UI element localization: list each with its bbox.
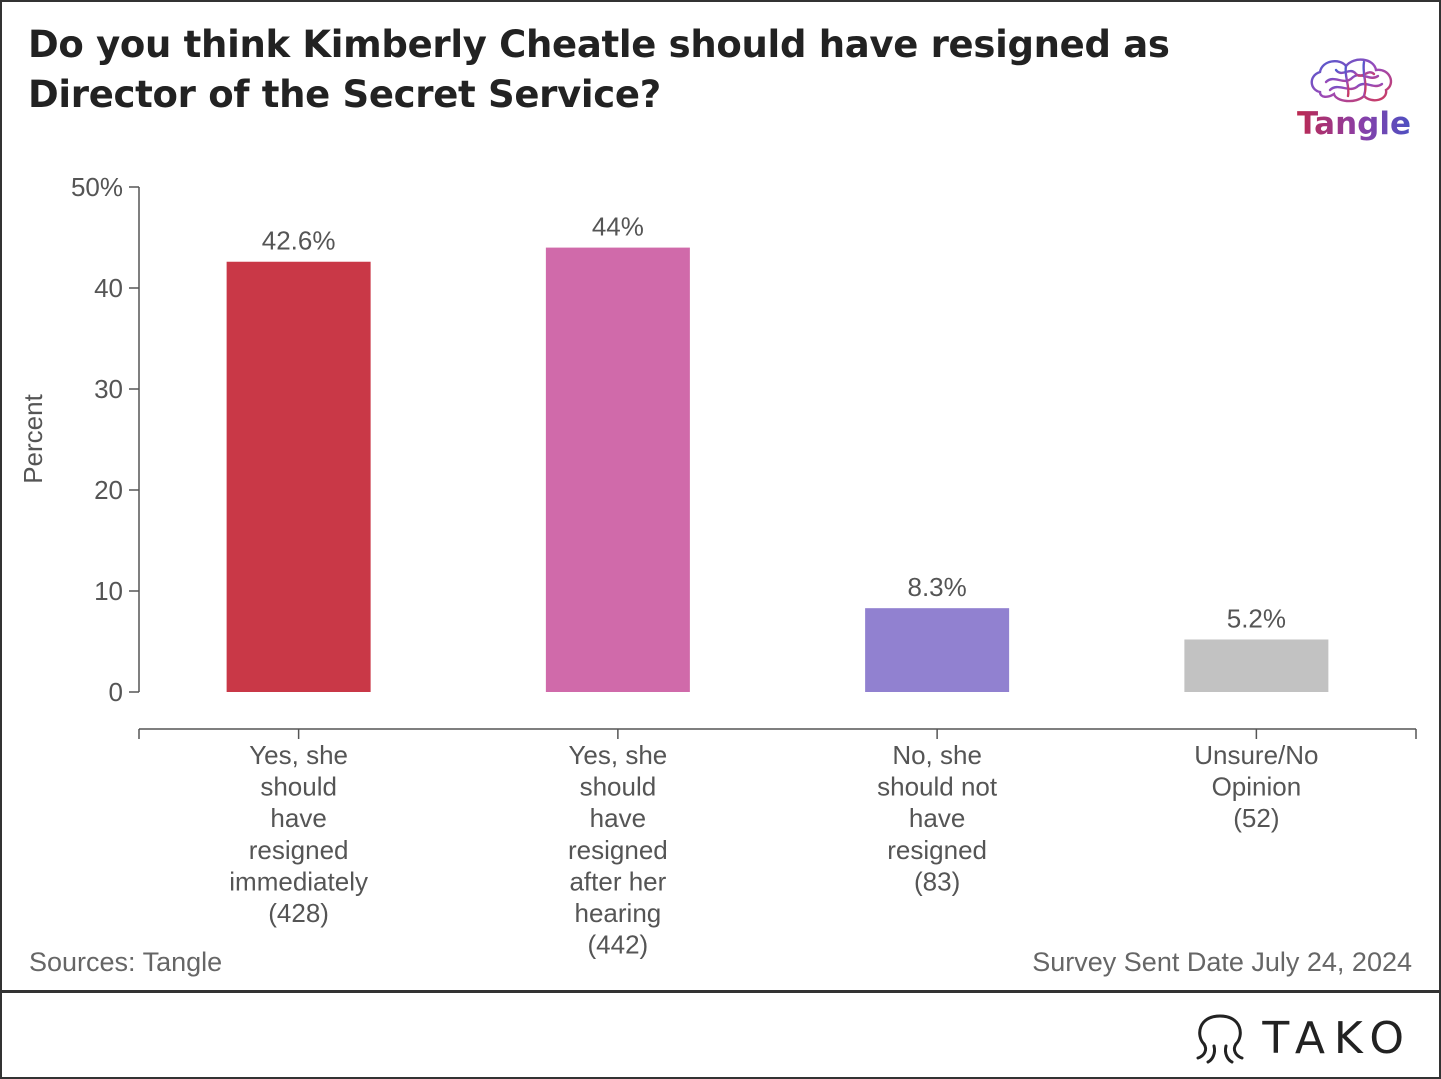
x-tick-label: Yes, she should have resigned after her heari… <box>568 740 668 960</box>
tako-wordmark: TAKO <box>1262 1012 1413 1064</box>
sources-note: Sources: Tangle <box>29 947 223 977</box>
footer-divider <box>2 990 1439 993</box>
bar <box>545 247 690 692</box>
x-tick-label-line: have <box>270 803 326 833</box>
survey-date-note: Survey Sent Date July 24, 2024 <box>1032 947 1412 977</box>
bar <box>1184 639 1329 692</box>
x-tick-label-line: after her <box>569 866 666 896</box>
bar <box>226 261 371 692</box>
y-tick-label: 20 <box>94 475 123 505</box>
x-tick-label-line: (52) <box>1233 803 1279 833</box>
x-tick-label-line: Yes, she <box>249 740 348 770</box>
chart-title: Do you think Kimberly Cheatle should hav… <box>28 23 1170 116</box>
x-tick-label-line: (428) <box>268 898 329 928</box>
data-label: 42.6% <box>262 226 336 256</box>
y-tick-label: 50% <box>71 172 123 202</box>
x-tick-label-line: should not <box>877 772 998 802</box>
x-tick-label-line: Opinion <box>1212 772 1302 802</box>
y-tick-label: 30 <box>94 374 123 404</box>
y-tick-label: 40 <box>94 273 123 303</box>
x-tick-label-line: have <box>909 803 965 833</box>
tako-logo: TAKO <box>1192 1010 1413 1066</box>
x-tick-label-line: (83) <box>914 866 960 896</box>
bar <box>865 608 1010 692</box>
data-label: 8.3% <box>907 572 966 602</box>
x-tick-label: Yes, she should have resigned immediately (42… <box>229 740 368 928</box>
x-tick-label-line: Yes, she <box>568 740 667 770</box>
x-tick-label: Unsure/No Opinion (52) <box>1194 740 1318 833</box>
x-tick-label-line: hearing <box>575 898 662 928</box>
x-tick-label-line: Unsure/No <box>1194 740 1318 770</box>
tangle-wordmark: Tangle <box>1292 106 1416 142</box>
x-tick-label-line: resigned <box>887 835 987 865</box>
y-axis-title: Percent <box>18 393 48 483</box>
x-tick-label-line: resigned <box>249 835 349 865</box>
data-label: 44% <box>592 212 644 242</box>
x-tick-label-line: resigned <box>568 835 668 865</box>
brain-icon <box>1310 58 1393 103</box>
x-tick-label-line: (442) <box>588 930 649 960</box>
x-tick-label-line: should <box>260 772 337 802</box>
octopus-icon <box>1196 1014 1244 1064</box>
y-tick-label: 10 <box>94 576 123 606</box>
data-label: 5.2% <box>1227 603 1286 633</box>
x-tick-label-line: No, she <box>892 740 982 770</box>
x-tick-label-line: immediately <box>229 866 368 896</box>
tangle-logo: Tangle <box>1292 52 1422 152</box>
x-tick-label: No, she should not have resigned (83) <box>877 740 998 896</box>
y-tick-label: 0 <box>109 677 123 707</box>
x-tick-label-line: have <box>590 803 646 833</box>
x-tick-label-line: should <box>580 772 657 802</box>
